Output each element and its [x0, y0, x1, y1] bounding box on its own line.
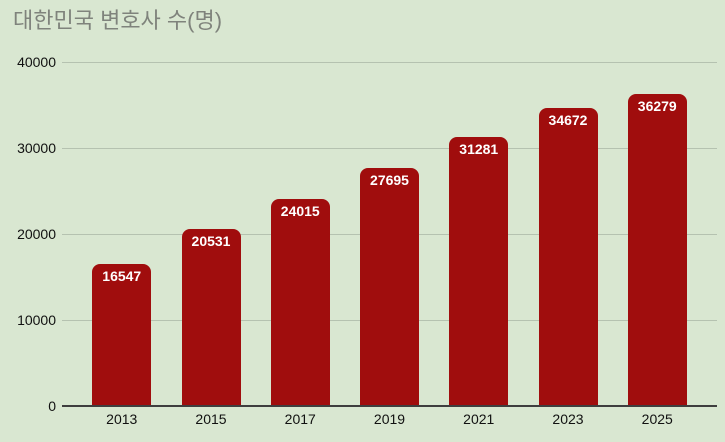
- bar: 20531: [181, 229, 241, 406]
- x-tick-label: 2025: [641, 411, 673, 427]
- y-axis-labels: 0 10000 20000 30000 40000: [0, 0, 56, 442]
- gridline: [62, 148, 717, 149]
- bar: 36279: [627, 94, 687, 406]
- y-tick-label: 30000: [17, 140, 56, 156]
- y-tick-label: 0: [48, 398, 56, 414]
- x-tick-label: 2015: [195, 411, 227, 427]
- y-tick-label: 20000: [17, 226, 56, 242]
- bar-value-label: 34672: [548, 111, 588, 128]
- bar-value-label: 31281: [459, 140, 499, 157]
- bar: 34672: [538, 107, 598, 406]
- gridline: [62, 62, 717, 63]
- bars: 16547 20531 24015 27695 31281 34672 36279: [62, 62, 717, 406]
- bar: 24015: [270, 199, 330, 406]
- bar-value-label: 36279: [637, 98, 677, 115]
- chart-title: 대한민국 변호사 수(명): [13, 8, 223, 33]
- bar: 16547: [92, 263, 152, 406]
- bar-value-label: 16547: [102, 267, 142, 284]
- x-tick-label: 2017: [284, 411, 316, 427]
- y-tick-label: 10000: [17, 312, 56, 328]
- x-tick-label: 2019: [373, 411, 406, 427]
- y-tick-label: 40000: [17, 54, 56, 70]
- bar-value-label: 20531: [191, 233, 231, 250]
- x-tick-label: 2013: [106, 411, 138, 427]
- bar: 31281: [449, 136, 509, 406]
- x-tick-label: 2021: [463, 411, 495, 427]
- x-axis-labels: 2013 2015 2017 2019 2021 2023 2025: [62, 411, 717, 428]
- bar-value-label: 24015: [280, 203, 320, 220]
- plot-area: 16547 20531 24015 27695 31281 34672 36279: [62, 62, 717, 407]
- bar: 27695: [360, 167, 419, 406]
- x-tick-label: 2023: [552, 411, 584, 427]
- bar-value-label: 27695: [370, 171, 409, 188]
- x-axis-line: [62, 405, 717, 407]
